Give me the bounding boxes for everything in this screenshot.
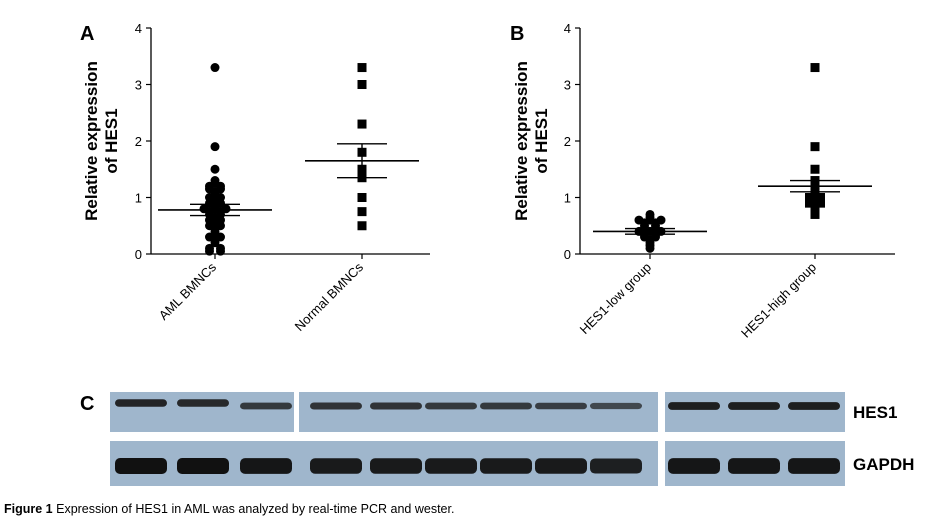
hes1-band <box>535 402 587 410</box>
data-point <box>810 164 820 174</box>
data-point <box>810 209 820 219</box>
data-point <box>216 246 225 256</box>
y-tick-label: 3 <box>135 78 142 93</box>
y-tick-label: 2 <box>564 134 571 149</box>
blot-gap-bottom <box>658 441 665 486</box>
y-tick-label: 3 <box>564 78 571 93</box>
gapdh-band <box>370 458 422 474</box>
panel-b-letter: B <box>510 23 524 45</box>
gapdh-band <box>728 458 780 474</box>
data-point <box>210 142 220 152</box>
data-point <box>810 63 820 73</box>
data-point <box>805 193 814 202</box>
y-tick-label: 1 <box>564 191 571 206</box>
y-axis-label: of HES1 <box>102 108 121 173</box>
hes1-band <box>370 402 422 410</box>
data-point <box>357 221 367 231</box>
gapdh-blot-strip <box>110 441 845 486</box>
gapdh-band <box>535 458 587 474</box>
gapdh-band <box>177 458 229 474</box>
panel-a-chart: A 0 1 2 3 4 Relative expression of HES1 AML BMN… <box>80 21 430 334</box>
hes1-band <box>240 402 292 410</box>
gapdh-band <box>310 458 362 474</box>
band-label-hes1: HES1 <box>853 403 897 422</box>
gapdh-band <box>425 458 477 474</box>
x-category-label: Normal BMNCs <box>292 259 367 334</box>
caption-text: Expression of HES1 in AML was analyzed b… <box>56 502 455 516</box>
data-point <box>816 198 825 208</box>
y-tick-label: 0 <box>135 247 142 262</box>
y-axis-label: Relative expression <box>82 61 101 221</box>
y-tick-label: 4 <box>564 21 571 36</box>
hes1-band <box>425 402 477 410</box>
hes1-band <box>728 402 780 410</box>
hes1-blot-strip <box>110 392 845 432</box>
hes1-band <box>310 402 362 410</box>
y-tick-label: 1 <box>135 191 142 206</box>
y-tick-label: 2 <box>135 134 142 149</box>
blot-gap-hes1-mid <box>294 392 299 432</box>
y-axis-label: of HES1 <box>532 108 551 173</box>
panel-c-letter: C <box>80 393 94 415</box>
data-point <box>357 207 367 217</box>
gapdh-band <box>788 458 840 474</box>
y-tick-label: 0 <box>564 247 571 262</box>
gapdh-band <box>668 458 720 474</box>
data-point <box>357 193 367 202</box>
y-tick-label: 4 <box>135 21 142 36</box>
hes1-band <box>668 402 720 410</box>
data-point <box>357 119 367 129</box>
x-category-label: HES1-high group <box>738 260 819 341</box>
data-point <box>210 164 220 174</box>
data-point <box>805 198 814 208</box>
panel-c-western-blot: C HES1 GAPDH <box>80 392 914 486</box>
band-label-gapdh: GAPDH <box>853 455 914 474</box>
data-point <box>210 238 220 248</box>
data-point <box>816 193 825 202</box>
hes1-band <box>177 399 229 407</box>
data-point <box>205 246 214 256</box>
x-category-label: HES1-low group <box>577 260 655 338</box>
gapdh-band <box>115 458 167 474</box>
hes1-band <box>788 402 840 410</box>
hes1-band <box>115 399 167 407</box>
gapdh-band <box>240 458 292 474</box>
gapdh-band <box>590 458 642 474</box>
panel-a-letter: A <box>80 23 94 45</box>
caption-label: Figure 1 <box>4 502 53 516</box>
hes1-band <box>590 402 642 410</box>
gapdh-band <box>480 458 532 474</box>
blot-gap-top <box>658 392 665 432</box>
y-axis-label: Relative expression <box>512 61 531 221</box>
data-point <box>357 80 367 89</box>
data-point <box>210 63 220 73</box>
panel-b-chart: B 0 1 2 3 4 Relative expression of HES1 HES1-lo… <box>510 21 895 341</box>
data-point <box>645 243 655 253</box>
data-point <box>810 195 820 205</box>
hes1-band <box>480 402 532 410</box>
data-point <box>357 63 367 73</box>
data-point <box>810 142 820 152</box>
figure-caption: Figure 1 Expression of HES1 in AML was a… <box>4 502 454 516</box>
x-category-label: AML BMNCs <box>156 259 220 323</box>
